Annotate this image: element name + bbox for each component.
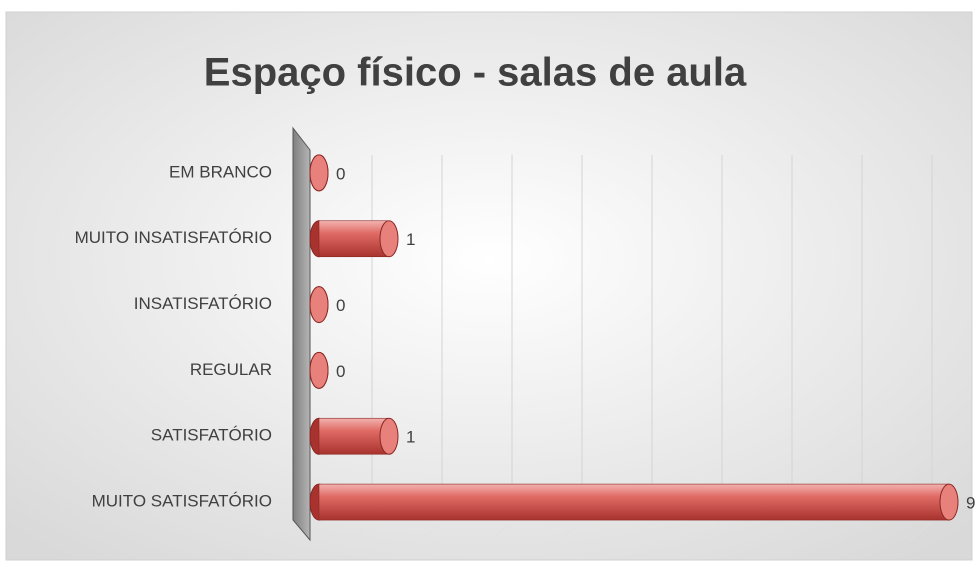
floor-line [769,521,793,541]
axis-wall [292,126,311,542]
bar [309,483,959,521]
bar-part [379,220,399,258]
data-label: 1 [406,230,415,249]
floor-line [839,521,863,541]
floor-line [419,521,443,541]
bar-part [318,483,950,521]
data-label: 9 [966,494,975,513]
bar-part [309,351,329,389]
floor-line [699,521,723,541]
bar [309,220,399,258]
y-tick-label: INSATISFATÓRIO [134,294,272,313]
bar-part [318,220,390,258]
bar-part [939,483,959,521]
bar [309,154,329,192]
bar-part [309,154,329,192]
floor-line [629,521,653,541]
data-label: 0 [336,296,345,315]
data-label: 0 [336,362,345,381]
y-tick-label: MUITO SATISFATÓRIO [92,492,272,511]
y-tick-label: SATISFATÓRIO [151,426,272,445]
bar [309,286,329,324]
floor-line [489,521,513,541]
y-tick-label: REGULAR [190,360,272,379]
floor-line [559,521,583,541]
bar-part [318,417,390,455]
bar-part [379,417,399,455]
bar [309,351,329,389]
y-tick-label: EM BRANCO [169,162,272,181]
bar-part [309,286,329,324]
chart-title: Espaço físico - salas de aula [204,51,747,95]
data-label: 0 [336,164,345,183]
bar [309,417,399,455]
floor-line [349,521,373,541]
floor-line [909,521,933,541]
y-tick-label: MUITO INSATISFATÓRIO [75,228,272,247]
data-label: 1 [406,428,415,447]
chart-background [5,11,973,561]
